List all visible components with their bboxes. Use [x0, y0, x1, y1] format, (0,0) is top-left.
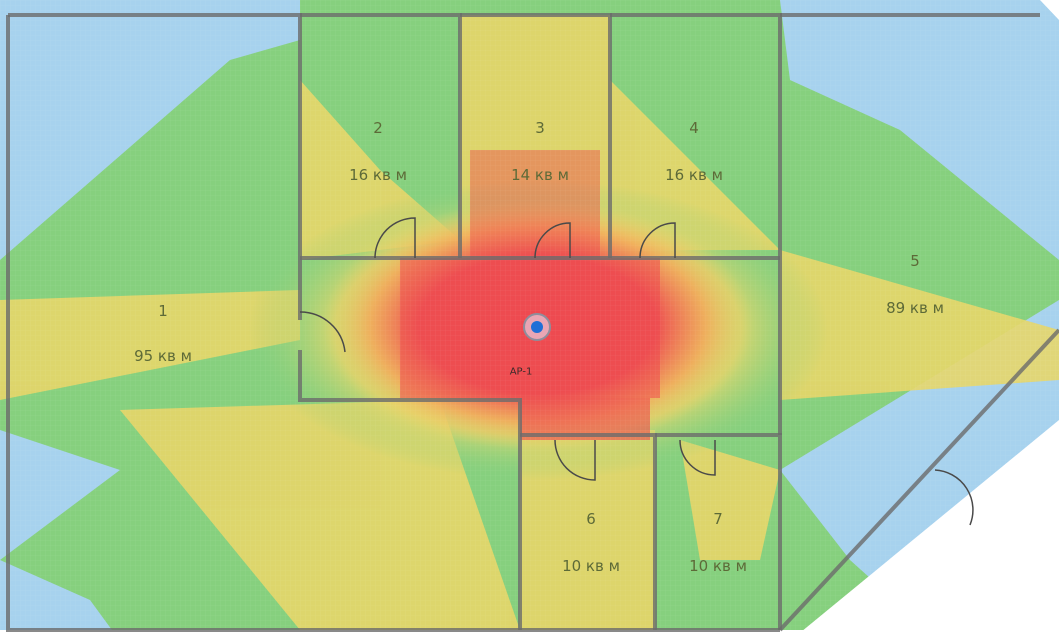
access-point-label: AP-1 [509, 366, 533, 378]
room-1-label: 1 95 кв м [134, 304, 192, 364]
room-2-area: 16 кв м [349, 166, 407, 184]
room-5-number: 5 [910, 252, 920, 270]
room-4-area: 16 кв м [665, 166, 723, 184]
access-point-marker[interactable] [523, 313, 551, 341]
room-3-label: 3 14 кв м [511, 121, 569, 183]
room-5-area: 89 кв м [886, 299, 944, 317]
room-4-number: 4 [689, 119, 699, 137]
room-3-number: 3 [535, 119, 545, 137]
room-7-number: 7 [713, 510, 723, 528]
walls [6, 13, 1059, 632]
room-6-area: 10 кв м [562, 557, 620, 575]
room-3-area: 14 кв м [511, 166, 569, 184]
room-6-label: 6 10 кв м [562, 512, 620, 574]
room-5-label: 5 89 кв м [886, 254, 944, 316]
access-point-dot [531, 321, 543, 333]
doors [299, 217, 974, 526]
room-1-number: 1 [158, 302, 168, 320]
room-1-area: 95 кв м [134, 347, 192, 365]
room-2-label: 2 16 кв м [349, 121, 407, 183]
room-4-label: 4 16 кв м [665, 121, 723, 183]
room-7-area: 10 кв м [689, 557, 747, 575]
room-7-label: 7 10 кв м [689, 512, 747, 574]
room-2-number: 2 [373, 119, 383, 137]
room-6-number: 6 [586, 510, 596, 528]
